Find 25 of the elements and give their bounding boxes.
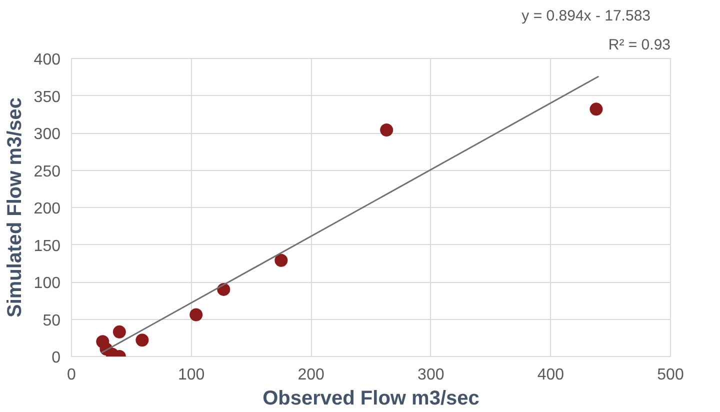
y-tick-label: 100: [34, 275, 61, 292]
y-tick-label: 300: [34, 126, 61, 143]
text: R² = 0.93: [608, 36, 671, 54]
x-tick-label: 200: [298, 366, 325, 384]
point: [590, 102, 603, 116]
y-tick-label: 350: [34, 88, 61, 106]
point: [136, 334, 149, 347]
x-tick-label: 100: [178, 366, 205, 384]
point: [190, 308, 203, 322]
x-tick-label: 400: [537, 366, 564, 384]
x-tick-label: 300: [418, 366, 444, 384]
y-tick-label: 250: [34, 163, 61, 180]
text: y = 0.894x - 17.583: [522, 8, 651, 24]
x-tick-label: 0: [67, 366, 76, 384]
y-tick-label: 0: [52, 350, 61, 366]
point: [274, 254, 288, 267]
point: [112, 325, 126, 338]
y-tick-label: 400: [34, 52, 61, 68]
y-axis-title: Simulated Flow m3/sec: [4, 97, 26, 318]
x-axis-title: Observed Flow m3/sec: [262, 388, 480, 410]
x-tick-label: 500: [657, 366, 684, 384]
y-tick-label: 200: [34, 200, 61, 218]
y-tick-label: 150: [34, 238, 61, 255]
point: [380, 124, 394, 137]
y-tick-label: 50: [42, 312, 61, 330]
